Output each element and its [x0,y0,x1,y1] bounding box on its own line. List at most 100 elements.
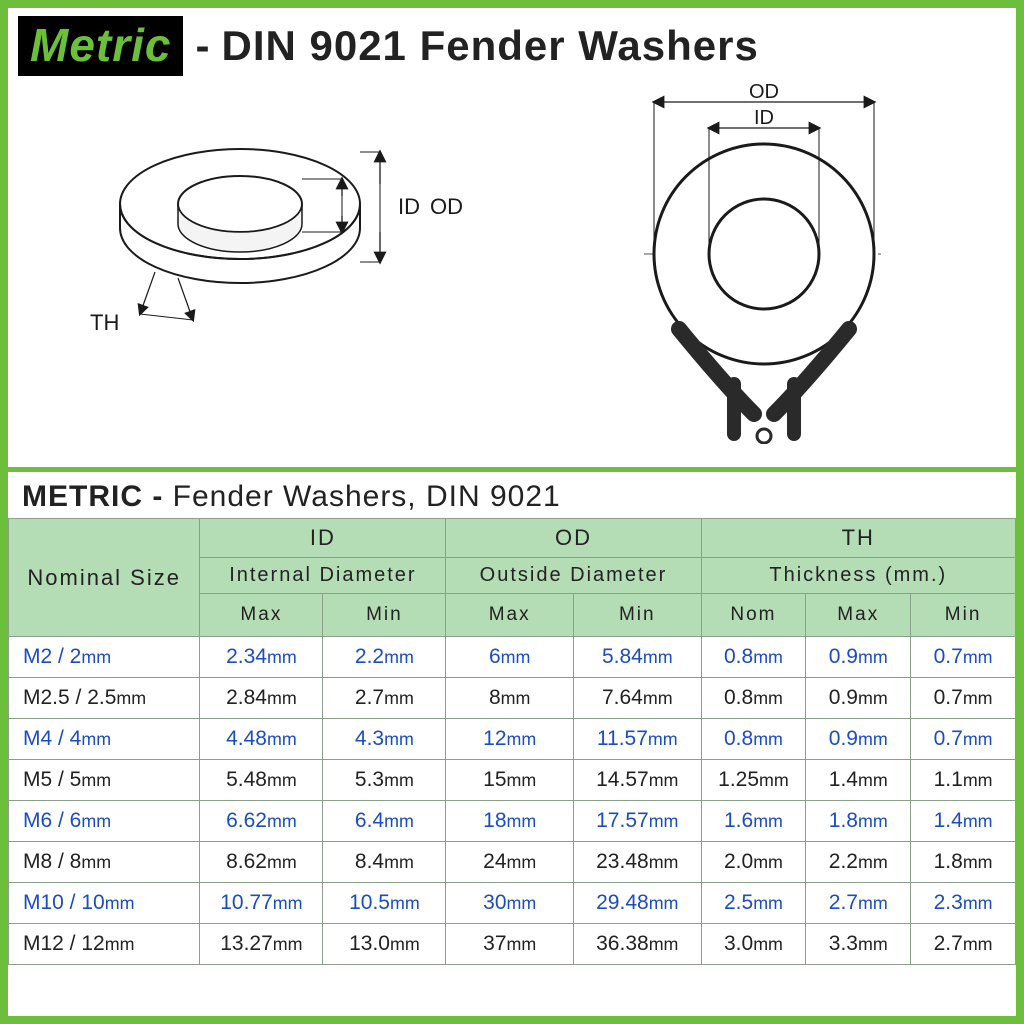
cell-th_min: 0.7mm [911,719,1016,760]
cell-id_min: 4.3mm [323,719,446,760]
cell-od_max: 37mm [446,924,574,965]
cell-th_nom: 2.5mm [701,883,806,924]
cell-id_max: 8.62mm [200,842,323,883]
cell-size: M8 / 8mm [9,842,200,883]
cell-id_min: 8.4mm [323,842,446,883]
diagram-top-view: OD ID [584,84,944,449]
cell-od_max: 30mm [446,883,574,924]
cell-od_max: 8mm [446,678,574,719]
label-th: TH [90,310,119,335]
table-row: M4 / 4mm4.48mm4.3mm12mm11.57mm0.8mm0.9mm… [9,719,1016,760]
col-id-long: Internal Diameter [200,558,446,594]
label-id: ID [398,194,420,219]
table-title: METRIC - Fender Washers, DIN 9021 [8,472,1016,518]
cell-od_max: 24mm [446,842,574,883]
title-dash: - [195,22,209,70]
cell-size: M12 / 12mm [9,924,200,965]
cell-th_min: 0.7mm [911,678,1016,719]
cell-th_nom: 3.0mm [701,924,806,965]
col-od-short: OD [446,519,701,558]
top-label-id: ID [754,107,774,129]
col-id-max: Max [200,594,323,637]
table-row: M2 / 2mm2.34mm2.2mm6mm5.84mm0.8mm0.9mm0.… [9,637,1016,678]
spec-table-head: Nominal Size ID OD TH Internal Diameter … [9,519,1016,637]
cell-th_nom: 0.8mm [701,678,806,719]
table-title-prefix: METRIC [22,480,143,513]
cell-od_min: 7.64mm [573,678,701,719]
cell-th_max: 0.9mm [806,719,911,760]
col-th-max: Max [806,594,911,637]
cell-id_min: 2.7mm [323,678,446,719]
cell-id_min: 5.3mm [323,760,446,801]
cell-th_min: 2.3mm [911,883,1016,924]
table-row: M2.5 / 2.5mm2.84mm2.7mm8mm7.64mm0.8mm0.9… [9,678,1016,719]
cell-th_nom: 1.25mm [701,760,806,801]
col-size-header: Nominal Size [9,519,200,637]
cell-th_min: 1.1mm [911,760,1016,801]
cell-th_max: 2.7mm [806,883,911,924]
washer-side-icon: ID OD TH [80,84,500,394]
cell-size: M6 / 6mm [9,801,200,842]
cell-id_max: 13.27mm [200,924,323,965]
title-row: Metric - DIN 9021 Fender Washers [18,16,1006,76]
col-th-long: Thickness (mm.) [701,558,1015,594]
cell-id_max: 5.48mm [200,760,323,801]
col-th-short: TH [701,519,1015,558]
label-od: OD [430,194,463,219]
cell-size: M2.5 / 2.5mm [9,678,200,719]
spec-table-body: M2 / 2mm2.34mm2.2mm6mm5.84mm0.8mm0.9mm0.… [9,637,1016,965]
cell-od_max: 15mm [446,760,574,801]
col-id-short: ID [200,519,446,558]
cell-th_nom: 2.0mm [701,842,806,883]
col-od-max: Max [446,594,574,637]
cell-th_nom: 0.8mm [701,637,806,678]
cell-th_nom: 1.6mm [701,801,806,842]
title-text: DIN 9021 Fender Washers [221,22,758,70]
metric-badge: Metric [18,16,183,76]
cell-th_min: 1.8mm [911,842,1016,883]
cell-th_min: 0.7mm [911,637,1016,678]
cell-od_max: 12mm [446,719,574,760]
cell-od_min: 36.38mm [573,924,701,965]
top-panel: Metric - DIN 9021 Fender Washers [8,8,1016,472]
cell-od_min: 23.48mm [573,842,701,883]
cell-th_min: 1.4mm [911,801,1016,842]
cell-size: M10 / 10mm [9,883,200,924]
cell-od_max: 6mm [446,637,574,678]
cell-size: M5 / 5mm [9,760,200,801]
cell-id_max: 10.77mm [200,883,323,924]
cell-th_min: 2.7mm [911,924,1016,965]
table-row: M12 / 12mm13.27mm13.0mm37mm36.38mm3.0mm3… [9,924,1016,965]
cell-od_min: 17.57mm [573,801,701,842]
col-th-nom: Nom [701,594,806,637]
cell-size: M2 / 2mm [9,637,200,678]
cell-th_max: 0.9mm [806,637,911,678]
washer-top-icon: OD ID [584,84,944,444]
cell-od_min: 5.84mm [573,637,701,678]
cell-id_max: 4.48mm [200,719,323,760]
cell-od_min: 11.57mm [573,719,701,760]
cell-th_max: 1.4mm [806,760,911,801]
cell-od_min: 29.48mm [573,883,701,924]
cell-th_max: 2.2mm [806,842,911,883]
cell-id_max: 2.34mm [200,637,323,678]
col-od-min: Min [573,594,701,637]
cell-id_max: 2.84mm [200,678,323,719]
cell-od_min: 14.57mm [573,760,701,801]
spec-table: Nominal Size ID OD TH Internal Diameter … [8,518,1016,965]
cell-size: M4 / 4mm [9,719,200,760]
cell-th_max: 3.3mm [806,924,911,965]
cell-od_max: 18mm [446,801,574,842]
cell-id_min: 2.2mm [323,637,446,678]
table-row: M6 / 6mm6.62mm6.4mm18mm17.57mm1.6mm1.8mm… [9,801,1016,842]
table-row: M10 / 10mm10.77mm10.5mm30mm29.48mm2.5mm2… [9,883,1016,924]
diagram-side-view: ID OD TH [80,84,500,399]
cell-id_min: 10.5mm [323,883,446,924]
table-row: M8 / 8mm8.62mm8.4mm24mm23.48mm2.0mm2.2mm… [9,842,1016,883]
cell-id_min: 6.4mm [323,801,446,842]
col-id-min: Min [323,594,446,637]
col-th-min: Min [911,594,1016,637]
page-frame: Metric - DIN 9021 Fender Washers [0,0,1024,1024]
cell-id_min: 13.0mm [323,924,446,965]
cell-th_max: 0.9mm [806,678,911,719]
